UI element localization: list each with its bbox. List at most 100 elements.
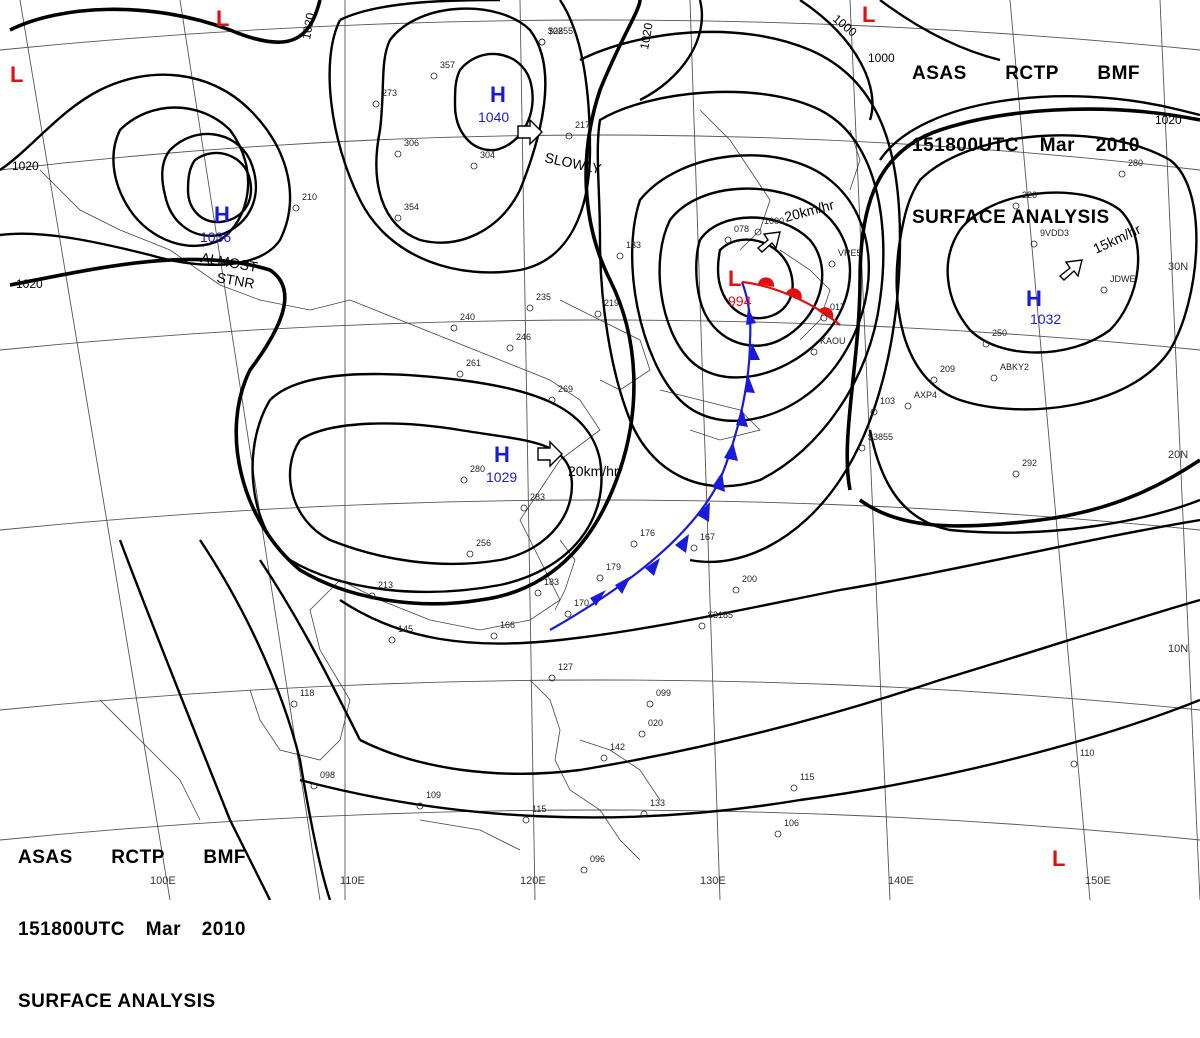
station-circle xyxy=(732,586,740,594)
station-circle xyxy=(774,830,782,838)
title-station: RCTP xyxy=(111,847,165,868)
station-circle xyxy=(698,622,706,630)
station-circle xyxy=(450,324,458,332)
station-circle xyxy=(754,228,762,236)
low-center-value: 994 xyxy=(728,293,752,309)
station-circle xyxy=(640,810,648,818)
station-pressure-label: 261 xyxy=(466,358,481,368)
station-pressure-label: 166 xyxy=(500,620,515,630)
title-year: 2010 xyxy=(201,919,246,940)
low-center-symbol: L xyxy=(10,62,23,87)
station-circle xyxy=(538,38,546,46)
station-pressure-label: 269 xyxy=(558,384,573,394)
lat-label: 20N xyxy=(1168,449,1188,461)
station-pressure-label: 167 xyxy=(700,532,715,542)
station-pressure-label: 209 xyxy=(940,364,955,374)
isobar-label: 1020 xyxy=(299,11,317,40)
station-circle xyxy=(394,150,402,158)
station-circle xyxy=(372,100,380,108)
station-pressure-label: 115 xyxy=(532,804,546,814)
station-pressure-label: AXP4 xyxy=(914,390,937,400)
station-pressure-label: 246 xyxy=(516,332,531,342)
motion-arrow xyxy=(537,440,563,468)
station-circle xyxy=(290,700,298,708)
high-center-value: 1032 xyxy=(1030,311,1061,327)
station-circle xyxy=(466,550,474,558)
grid-labels: 110E 120E 130E 140E 150E 100E 30N 20N 10… xyxy=(150,261,1188,887)
station-pressure-label: 226 xyxy=(1022,190,1037,200)
station-pressure-label: ABKY2 xyxy=(1000,362,1029,372)
station-circle xyxy=(638,730,646,738)
station-circle xyxy=(388,636,396,644)
high-center-symbol: H xyxy=(494,442,510,467)
station-pressure-label: 176 xyxy=(640,528,655,538)
station-circle xyxy=(828,260,836,268)
station-circle xyxy=(490,632,498,640)
title-time: 151800UTC xyxy=(18,919,125,940)
station-circle xyxy=(858,444,866,452)
station-pressure-label: 280 xyxy=(1128,158,1143,168)
title-source: ASAS xyxy=(912,63,967,84)
high-center-value: 1040 xyxy=(478,109,509,125)
high-center-symbol: H xyxy=(214,202,230,227)
station-circle xyxy=(790,784,798,792)
station-pressure-label: 110 xyxy=(1080,748,1094,758)
motion-arrow xyxy=(517,118,543,146)
station-pressure-label: $3855 xyxy=(868,432,893,442)
station-circle xyxy=(565,132,573,140)
station-circle xyxy=(646,700,654,708)
station-circle xyxy=(548,674,556,682)
motion-arrow xyxy=(1058,259,1083,281)
station-pressure-label: 292 xyxy=(1022,458,1037,468)
motion-label-speed: 20km/hr xyxy=(568,463,619,479)
station-pressure-label: 118 xyxy=(300,688,314,698)
station-pressure-label: 115 xyxy=(800,772,814,782)
station-circle xyxy=(548,396,556,404)
title-month: Mar xyxy=(145,919,181,940)
station-circle xyxy=(1030,240,1038,248)
lat-label: 30N xyxy=(1168,261,1188,273)
station-pressure-label: VRE5 xyxy=(838,248,862,258)
map-title-bottom: ASAS RCTP BMF 151800UTC Mar 2010 SURFACE ANA… xyxy=(18,798,246,1038)
high-center-symbol: H xyxy=(1026,286,1042,311)
station-circle xyxy=(1118,170,1126,178)
station-circle xyxy=(416,802,424,810)
lon-label: 150E xyxy=(1085,875,1111,887)
station-pressure-label: 210 xyxy=(302,192,317,202)
station-circle xyxy=(930,376,938,384)
map-title-top: ASAS RCTP BMF 151800UTC Mar 2010 SURFACE ANA… xyxy=(912,14,1140,254)
station-pressure-label: 273 xyxy=(382,88,397,98)
station-circle xyxy=(534,589,542,597)
title-source: ASAS xyxy=(18,847,73,868)
low-center-symbol: L xyxy=(728,266,741,291)
station-pressure-label: 078 xyxy=(734,224,749,234)
station-circle xyxy=(616,252,624,260)
lon-label: 130E xyxy=(700,875,726,887)
station-pressure-label: 127 xyxy=(558,662,573,672)
station-pressure-label: 217 xyxy=(575,120,590,130)
title-product: SURFACE ANALYSIS xyxy=(18,991,216,1012)
station-circle xyxy=(456,370,464,378)
station-pressure-label: 020 xyxy=(648,718,663,728)
motion-label-stnr: STNR xyxy=(215,269,255,291)
station-pressure-label: 280 xyxy=(470,464,485,474)
station-circle xyxy=(368,592,376,600)
title-office: BMF xyxy=(1097,63,1140,84)
station-pressure-label: 133 xyxy=(626,240,641,250)
station-circle xyxy=(630,540,638,548)
station-pressure-label: 240 xyxy=(460,312,475,322)
station-pressure-label: 200 xyxy=(742,574,757,584)
title-year: 2010 xyxy=(1095,135,1140,156)
station-plots: 308 357 273 306 304 217 354 210 133 235 219 246 261 2… xyxy=(290,26,1143,874)
station-pressure-label: 283 xyxy=(530,492,545,502)
station-pressure-label: 306 xyxy=(404,138,419,148)
lon-label: 140E xyxy=(888,875,914,887)
low-center-symbol: L xyxy=(216,6,229,31)
station-pressure-label: 179 xyxy=(606,562,621,572)
station-pressure-label: 213 xyxy=(378,580,393,590)
station-circle xyxy=(430,72,438,80)
isobars xyxy=(0,0,1200,900)
high-center-value: 1029 xyxy=(486,469,517,485)
motion-arrow xyxy=(756,231,781,253)
station-circle xyxy=(1070,760,1078,768)
